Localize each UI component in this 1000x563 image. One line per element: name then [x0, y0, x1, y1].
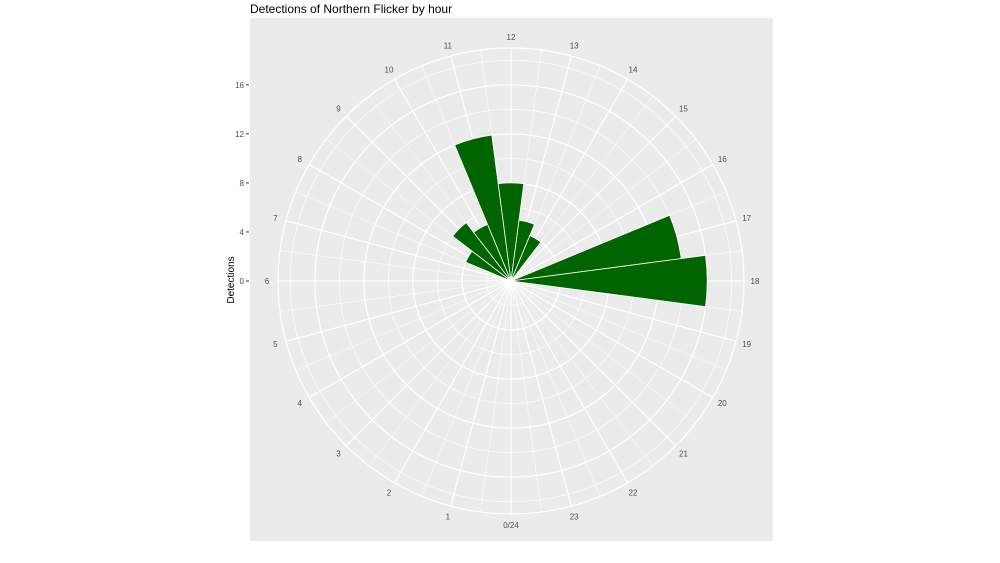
- y-tick-label: 4: [240, 228, 245, 237]
- grid-spoke-minor: [510, 280, 654, 467]
- grid-spoke-minor: [510, 280, 542, 513]
- grid-spoke-minor: [279, 280, 512, 312]
- hour-label: 10: [385, 66, 394, 75]
- grid-spoke-major: [510, 115, 677, 282]
- hour-label: 18: [751, 277, 760, 286]
- grid-spoke-minor: [279, 250, 512, 282]
- grid-spoke-major: [510, 280, 572, 507]
- hour-label: 14: [629, 66, 638, 75]
- hour-label: 5: [273, 340, 278, 349]
- grid-spoke-minor: [480, 280, 512, 513]
- hour-label: 17: [742, 214, 751, 223]
- grid-layer: [277, 47, 745, 515]
- grid-spoke-minor: [510, 280, 697, 424]
- bar-hour-11: [454, 134, 512, 282]
- grid-spoke-major: [345, 280, 512, 447]
- grid-spoke-major: [394, 280, 512, 484]
- bar-hour-18: [510, 254, 708, 308]
- grid-spoke-major: [285, 220, 512, 282]
- hour-label: 15: [679, 104, 688, 113]
- hour-label: 7: [273, 214, 278, 223]
- grid-spoke-minor: [510, 280, 601, 497]
- grid-spoke-major: [510, 280, 714, 398]
- y-axis-label: Detections: [226, 256, 237, 303]
- grid-spoke-major: [510, 280, 677, 447]
- grid-spoke-minor: [295, 280, 512, 371]
- grid-spoke-minor: [325, 280, 512, 424]
- y-tick-label: 8: [240, 179, 245, 188]
- grid-spoke-minor: [510, 280, 727, 371]
- hour-label: 20: [718, 399, 727, 408]
- grid-spoke-major: [510, 164, 714, 282]
- grid-spoke-minor: [510, 138, 697, 282]
- hour-label: 9: [336, 104, 341, 113]
- hour-label: 23: [570, 513, 579, 522]
- hour-label: 3: [336, 450, 341, 459]
- bar-hour-9: [452, 222, 512, 282]
- grid-spoke-minor: [368, 280, 512, 467]
- hour-label: 12: [507, 33, 516, 42]
- grid-spoke-major: [308, 280, 512, 398]
- bar-hour-12: [497, 182, 525, 282]
- y-tick-label: 0: [240, 277, 245, 286]
- grid-spoke-major: [285, 280, 512, 342]
- y-tick-label: 12: [235, 130, 244, 139]
- bar-hour-14: [510, 235, 542, 282]
- grid-spoke-minor: [421, 280, 512, 497]
- chart-title: Detections of Northern Flicker by hour: [250, 2, 453, 16]
- grid-spoke-major: [450, 280, 512, 507]
- hour-label: 0/24: [503, 521, 519, 530]
- hour-label: 2: [387, 488, 392, 497]
- y-axis: 0 4 8 12 16: [235, 81, 249, 286]
- grid-spoke-major: [510, 280, 737, 342]
- grid-spoke-major: [510, 280, 628, 484]
- y-tick-label: 16: [235, 81, 244, 90]
- hour-label: 16: [718, 155, 727, 164]
- hour-label: 11: [444, 41, 453, 50]
- hour-label: 13: [570, 41, 579, 50]
- hour-label: 19: [742, 340, 751, 349]
- hour-label: 1: [446, 513, 451, 522]
- hour-label: 21: [679, 450, 688, 459]
- bar-layer: [452, 134, 708, 308]
- hour-label: 4: [297, 399, 302, 408]
- hour-label: 6: [265, 277, 270, 286]
- label-layer: 0/24123456789101112131415161718192021222…: [265, 33, 760, 530]
- hour-label: 8: [297, 155, 302, 164]
- hour-label: 22: [629, 488, 638, 497]
